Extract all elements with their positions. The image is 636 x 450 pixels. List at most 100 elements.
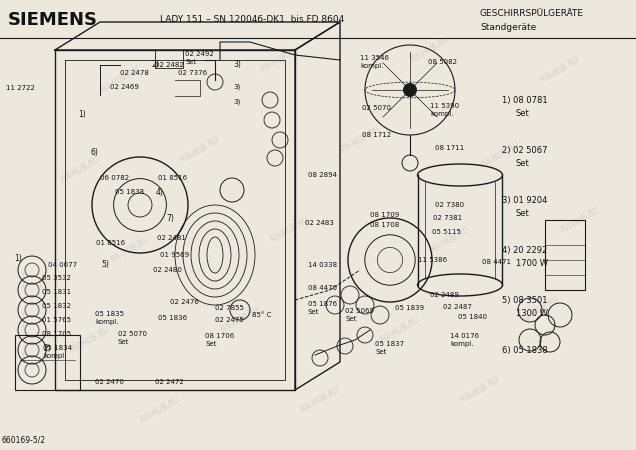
Text: 05 1839: 05 1839 bbox=[395, 305, 424, 311]
Text: FIX-HUB.RU: FIX-HUB.RU bbox=[299, 385, 341, 415]
Text: FIX-HUB.RU: FIX-HUB.RU bbox=[109, 235, 151, 265]
Text: 01 5765: 01 5765 bbox=[42, 317, 71, 323]
Text: FIX-HUB.RU: FIX-HUB.RU bbox=[539, 55, 581, 85]
Text: 05 1876
Set: 05 1876 Set bbox=[308, 301, 337, 315]
Text: 08 1711: 08 1711 bbox=[435, 145, 464, 151]
Text: 02 7855: 02 7855 bbox=[215, 305, 244, 311]
Text: FIX-HUB.RU: FIX-HUB.RU bbox=[409, 35, 451, 65]
Text: 06 0782: 06 0782 bbox=[100, 175, 129, 181]
Text: FIX-HUB.RU: FIX-HUB.RU bbox=[429, 225, 471, 255]
Text: 5) 08 3501: 5) 08 3501 bbox=[502, 296, 548, 305]
Text: GESCHIRRSPÜLGERÄTE: GESCHIRRSPÜLGERÄTE bbox=[480, 9, 584, 18]
Text: 1): 1) bbox=[78, 111, 86, 120]
Text: 02 2472: 02 2472 bbox=[155, 379, 184, 385]
Text: 01 8516: 01 8516 bbox=[158, 175, 187, 181]
Text: 05 1832: 05 1832 bbox=[42, 303, 71, 309]
Text: 08 4471: 08 4471 bbox=[482, 259, 511, 265]
Text: 2): 2) bbox=[44, 343, 52, 352]
Text: 05 1840: 05 1840 bbox=[458, 314, 487, 320]
Text: 08 4470: 08 4470 bbox=[308, 285, 337, 291]
Text: 6) 05 1838: 6) 05 1838 bbox=[502, 346, 548, 355]
Text: 02 5069
Set: 02 5069 Set bbox=[345, 308, 374, 322]
Text: 05 3532: 05 3532 bbox=[42, 275, 71, 281]
Text: FIX-HUB.RU: FIX-HUB.RU bbox=[479, 140, 521, 170]
Text: 08 1712: 08 1712 bbox=[362, 132, 391, 138]
Text: 3) 01 9204: 3) 01 9204 bbox=[502, 195, 548, 204]
Text: 02 2483: 02 2483 bbox=[305, 220, 334, 226]
Text: 08 2894: 08 2894 bbox=[308, 172, 337, 178]
Text: 1300 W: 1300 W bbox=[516, 310, 548, 319]
Text: Standgeräte: Standgeräte bbox=[480, 23, 536, 32]
Text: 1): 1) bbox=[14, 253, 22, 262]
Text: Set: Set bbox=[516, 210, 530, 219]
Text: 05 1834
kompl.: 05 1834 kompl. bbox=[43, 345, 72, 359]
Text: FIX-HUB.RU: FIX-HUB.RU bbox=[69, 325, 111, 355]
Bar bbox=[155, 50, 183, 68]
Text: FIX-HUB.RU: FIX-HUB.RU bbox=[179, 135, 221, 165]
Circle shape bbox=[403, 83, 417, 97]
Text: 05 1836: 05 1836 bbox=[158, 315, 187, 321]
Text: 11 3546
kompl.: 11 3546 kompl. bbox=[360, 55, 389, 69]
Text: 3): 3) bbox=[233, 99, 240, 105]
Text: 02 2480: 02 2480 bbox=[153, 267, 182, 273]
Text: 1) 08 0781: 1) 08 0781 bbox=[502, 95, 548, 104]
Text: 02 7376: 02 7376 bbox=[178, 70, 207, 76]
Text: 3): 3) bbox=[233, 84, 240, 90]
Text: 05 1837
Set: 05 1837 Set bbox=[375, 341, 404, 355]
Text: 1700 W: 1700 W bbox=[516, 260, 548, 269]
Bar bbox=[545, 220, 585, 290]
Text: FIX-HUB.RU: FIX-HUB.RU bbox=[339, 125, 381, 155]
Text: 02 7381: 02 7381 bbox=[433, 215, 462, 221]
Text: 2) 02 5067: 2) 02 5067 bbox=[502, 145, 548, 154]
Text: 7): 7) bbox=[166, 213, 174, 222]
Text: 11 5390
kompl.: 11 5390 kompl. bbox=[430, 103, 459, 117]
Text: Set: Set bbox=[516, 109, 530, 118]
Text: FIX-HUB.RU: FIX-HUB.RU bbox=[259, 45, 301, 75]
Text: 5): 5) bbox=[101, 261, 109, 270]
Text: 04 0077: 04 0077 bbox=[48, 262, 77, 268]
Text: 660169-5/2: 660169-5/2 bbox=[2, 436, 46, 445]
Text: 08 1708: 08 1708 bbox=[370, 222, 399, 228]
Text: 05 5115: 05 5115 bbox=[432, 229, 461, 235]
Text: 4): 4) bbox=[156, 188, 164, 197]
Text: 14 0176
kompl.: 14 0176 kompl. bbox=[450, 333, 479, 347]
Text: 11 2722: 11 2722 bbox=[6, 85, 35, 91]
Text: SIEMENS: SIEMENS bbox=[8, 11, 98, 29]
Text: 2): 2) bbox=[151, 60, 159, 69]
Text: FIX-HUB.RU: FIX-HUB.RU bbox=[459, 375, 501, 405]
Text: FIX-HUB.RU: FIX-HUB.RU bbox=[219, 305, 261, 335]
Text: 05 1835
kompl.: 05 1835 kompl. bbox=[95, 311, 124, 325]
Text: 02 2489: 02 2489 bbox=[430, 292, 459, 298]
Text: 02 5070: 02 5070 bbox=[362, 105, 391, 111]
Text: FIX-HUB.RU: FIX-HUB.RU bbox=[269, 215, 311, 245]
Text: 02 5070
Set: 02 5070 Set bbox=[118, 331, 147, 345]
Text: 05 1831: 05 1831 bbox=[42, 289, 71, 295]
Text: 02 2475: 02 2475 bbox=[215, 317, 244, 323]
Text: Set: Set bbox=[516, 159, 530, 168]
Text: 14 0338: 14 0338 bbox=[308, 262, 337, 268]
Text: 01 8516: 01 8516 bbox=[96, 240, 125, 246]
Text: 01 9569: 01 9569 bbox=[160, 252, 189, 258]
Text: FIX-HUB.RU: FIX-HUB.RU bbox=[519, 295, 561, 325]
Text: LADY 151 – SN 120046-DK1  bis FD 8604: LADY 151 – SN 120046-DK1 bis FD 8604 bbox=[160, 15, 344, 24]
Text: 4) 20 2292: 4) 20 2292 bbox=[502, 246, 547, 255]
Text: 02 2470: 02 2470 bbox=[95, 379, 124, 385]
Text: 02 2476: 02 2476 bbox=[170, 299, 199, 305]
Text: 02 2482: 02 2482 bbox=[155, 62, 184, 68]
Text: 08 5082: 08 5082 bbox=[428, 59, 457, 65]
Text: 08 1705: 08 1705 bbox=[42, 331, 71, 337]
Text: 6): 6) bbox=[90, 148, 98, 157]
Text: FIX-HUB.RU: FIX-HUB.RU bbox=[559, 205, 601, 235]
Text: 11 5386: 11 5386 bbox=[418, 257, 447, 263]
Text: FIX-HUB.RU: FIX-HUB.RU bbox=[99, 65, 141, 95]
Text: 02 2469: 02 2469 bbox=[110, 84, 139, 90]
Text: 02 2487: 02 2487 bbox=[443, 304, 472, 310]
Text: 08 1706
Set: 08 1706 Set bbox=[205, 333, 234, 347]
Bar bbox=[15, 335, 80, 390]
Text: 02 2481: 02 2481 bbox=[157, 235, 186, 241]
Text: FIX-HUB.RU: FIX-HUB.RU bbox=[139, 395, 181, 425]
Text: 05 1838: 05 1838 bbox=[115, 189, 144, 195]
Text: 02 7380: 02 7380 bbox=[435, 202, 464, 208]
Text: 3): 3) bbox=[233, 60, 241, 69]
Text: FIX-HUB.RU: FIX-HUB.RU bbox=[379, 315, 421, 345]
